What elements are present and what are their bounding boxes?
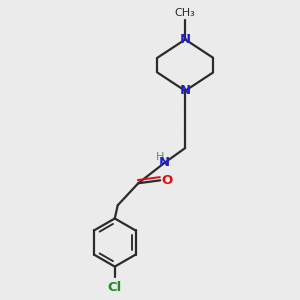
Text: N: N [159,156,170,169]
Text: CH₃: CH₃ [175,8,196,18]
Text: N: N [180,33,191,46]
Text: Cl: Cl [108,281,122,294]
Text: N: N [180,84,191,97]
Text: O: O [161,174,172,187]
Text: H: H [156,152,164,162]
